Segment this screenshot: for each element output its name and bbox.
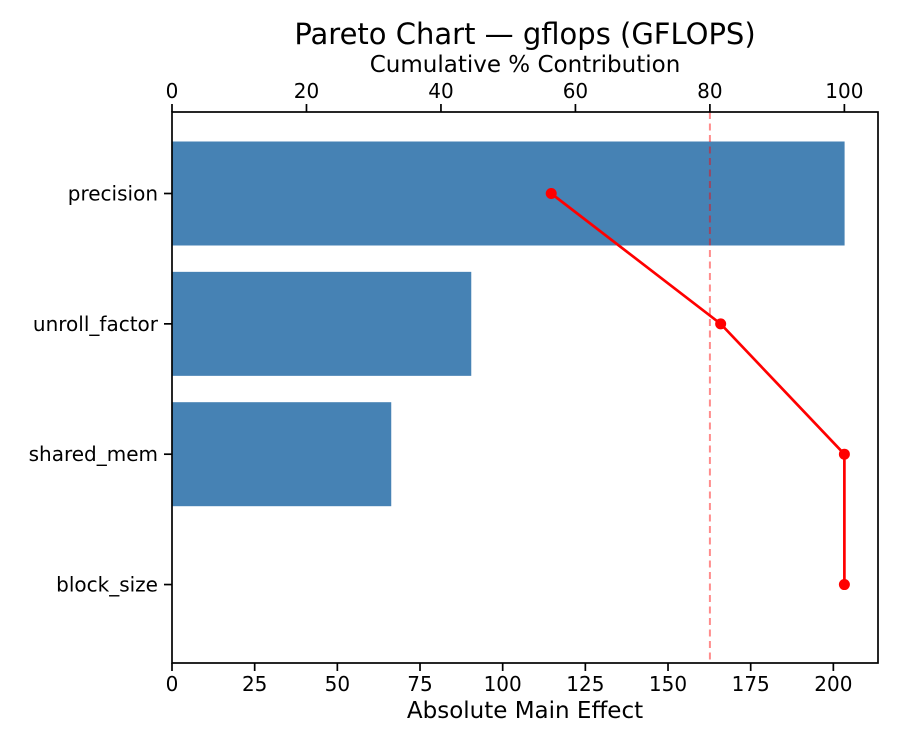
top-tick-label: 80 (697, 79, 722, 103)
bottom-tick-label: 50 (325, 672, 350, 696)
bottom-tick-label: 125 (566, 672, 604, 696)
cumulative-marker-block_size (838, 579, 850, 591)
top-axis-label: Cumulative % Contribution (369, 52, 681, 78)
bar-unroll_factor (172, 271, 472, 376)
cumulative-marker-shared_mem (838, 448, 850, 460)
top-tick-label: 0 (166, 79, 179, 103)
top-tick-label: 20 (294, 79, 319, 103)
chart-title: Pareto Chart — gflops (GFLOPS) (294, 17, 756, 51)
y-tick-label-precision: precision (68, 182, 158, 206)
bottom-axis-label: Absolute Main Effect (406, 698, 644, 724)
bottom-tick-label: 200 (814, 672, 852, 696)
top-tick-label: 100 (825, 79, 863, 103)
top-tick-label: 60 (563, 79, 588, 103)
y-tick-label-shared_mem: shared_mem (29, 442, 158, 466)
bottom-tick-label: 175 (732, 672, 770, 696)
bottom-tick-label: 25 (242, 672, 267, 696)
bottom-tick-label: 75 (407, 672, 432, 696)
y-tick-label-block_size: block_size (56, 573, 158, 597)
bottom-tick-label: 100 (484, 672, 522, 696)
cumulative-line (550, 192, 846, 585)
plot-border (171, 111, 879, 664)
bar-shared_mem (172, 402, 392, 507)
bottom-tick-label: 0 (166, 672, 179, 696)
cumulative-marker-precision (545, 188, 557, 199)
bar-precision (172, 141, 845, 246)
cumulative-marker-unroll_factor (715, 318, 727, 330)
top-tick-label: 40 (428, 79, 453, 103)
bottom-tick-label: 150 (649, 672, 687, 696)
y-tick-label-unroll_factor: unroll_factor (33, 312, 159, 336)
